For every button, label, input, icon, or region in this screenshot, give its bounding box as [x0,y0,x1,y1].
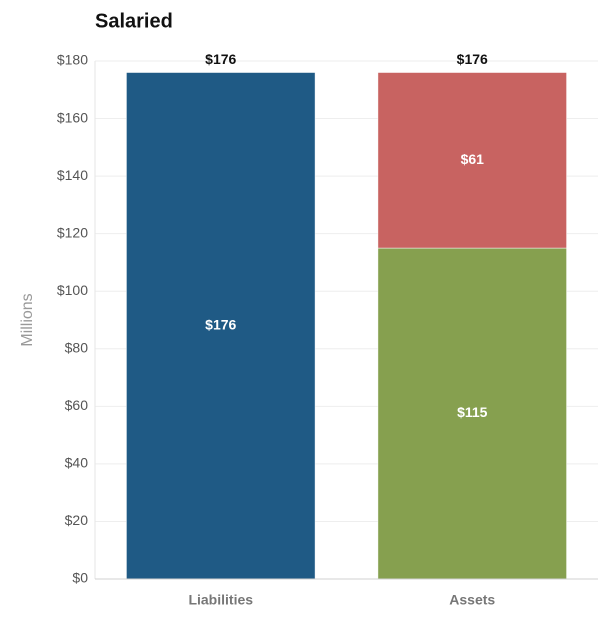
bar-segment [126,72,316,580]
chart-title: Salaried [95,10,173,32]
data-label: $176 [205,316,236,332]
x-tick-label: Assets [449,592,495,608]
y-tick-label: $160 [57,109,88,125]
y-tick-label: $20 [65,512,89,528]
data-label: $115 [457,404,488,420]
bar-segment [377,72,567,249]
x-tick-label: Liabilities [188,592,253,608]
data-label: $61 [461,151,485,167]
y-tick-label: $180 [57,52,88,68]
y-tick-label: $140 [57,167,88,183]
y-tick-label: $40 [65,455,89,471]
y-tick-label: $120 [57,224,88,240]
y-tick-label: $80 [65,339,89,355]
bar-segment [377,247,567,580]
total-label: $176 [205,51,236,67]
y-tick-label: $0 [72,570,88,586]
total-label: $176 [457,51,488,67]
y-tick-label: $60 [65,397,89,413]
y-tick-label: $100 [57,282,88,298]
y-axis-label: Millions [19,293,36,346]
